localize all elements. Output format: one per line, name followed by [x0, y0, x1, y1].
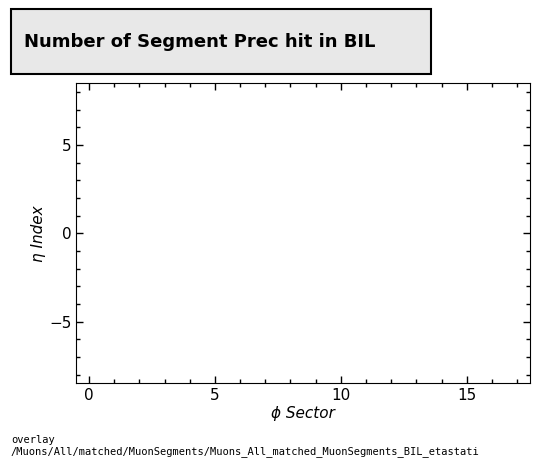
Y-axis label: η Index: η Index [32, 205, 46, 261]
Text: Number of Segment Prec hit in BIL: Number of Segment Prec hit in BIL [23, 33, 375, 50]
X-axis label: ϕ Sector: ϕ Sector [271, 406, 335, 421]
Text: overlay
/Muons/All/matched/MuonSegments/Muons_All_matched_MuonSegments_BIL_etast: overlay /Muons/All/matched/MuonSegments/… [11, 435, 480, 457]
